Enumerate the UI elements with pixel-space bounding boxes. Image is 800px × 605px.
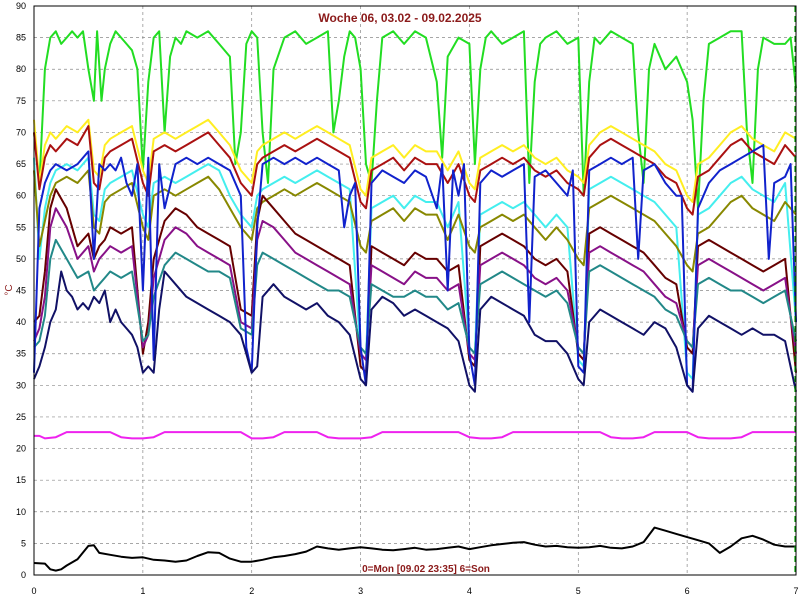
x-tick-label: 0 (31, 586, 36, 596)
y-tick-label: 10 (16, 507, 26, 517)
series-line-2 (33, 118, 797, 203)
y-tick-label: 50 (16, 254, 26, 264)
y-tick-labels: 0 5 10 15 20 25 30 35 40 45 50 55 60 65 70 75 80 85 90 (16, 1, 26, 580)
series-line-6 (33, 188, 797, 374)
series-line-7 (33, 207, 797, 361)
x-tick-label: 2 (249, 586, 254, 596)
series-line-10 (33, 270, 797, 393)
x-tick-labels: 0 1 2 3 4 5 6 7 (31, 586, 798, 596)
series-line-3 (33, 125, 797, 216)
x-tick-label: 4 (467, 586, 472, 596)
y-axis-label: °C (4, 284, 15, 295)
y-tick-label: 0 (21, 570, 26, 580)
x-tick-label: 5 (576, 586, 581, 596)
plot-frame (33, 5, 797, 576)
y-tick-label: 40 (16, 317, 26, 327)
y-tick-label: 65 (16, 159, 26, 169)
chart-footer: 0=Mon [09.02 23:35] 6=Son (362, 564, 490, 575)
series-line-12 (33, 526, 796, 572)
y-tick-label: 15 (16, 475, 26, 485)
y-tick-label: 20 (16, 444, 26, 454)
y-tick-label: 5 (21, 538, 26, 548)
y-tick-label: 25 (16, 412, 26, 422)
series-line-5 (33, 169, 797, 273)
series-lines (33, 30, 797, 572)
y-tick-label: 70 (16, 127, 26, 137)
x-tick-label: 7 (793, 586, 798, 596)
y-tick-label: 80 (16, 64, 26, 74)
x-tick-label: 6 (685, 586, 690, 596)
y-tick-label: 75 (16, 96, 26, 106)
y-tick-label: 90 (16, 1, 26, 11)
y-tick-label: 60 (16, 191, 26, 201)
x-tick-label: 3 (358, 586, 363, 596)
y-tick-label: 35 (16, 349, 26, 359)
grid-lines (34, 6, 796, 575)
series-line-4 (33, 156, 797, 380)
series-line-8 (33, 238, 797, 355)
chart-title: Woche 06, 03.02 - 09.02.2025 (318, 11, 482, 25)
y-tick-label: 85 (16, 33, 26, 43)
series-line-11 (34, 431, 796, 440)
y-tick-label: 45 (16, 286, 26, 296)
y-tick-label: 55 (16, 222, 26, 232)
series-line-9 (33, 144, 797, 393)
x-tick-label: 1 (140, 586, 145, 596)
y-tick-label: 30 (16, 380, 26, 390)
